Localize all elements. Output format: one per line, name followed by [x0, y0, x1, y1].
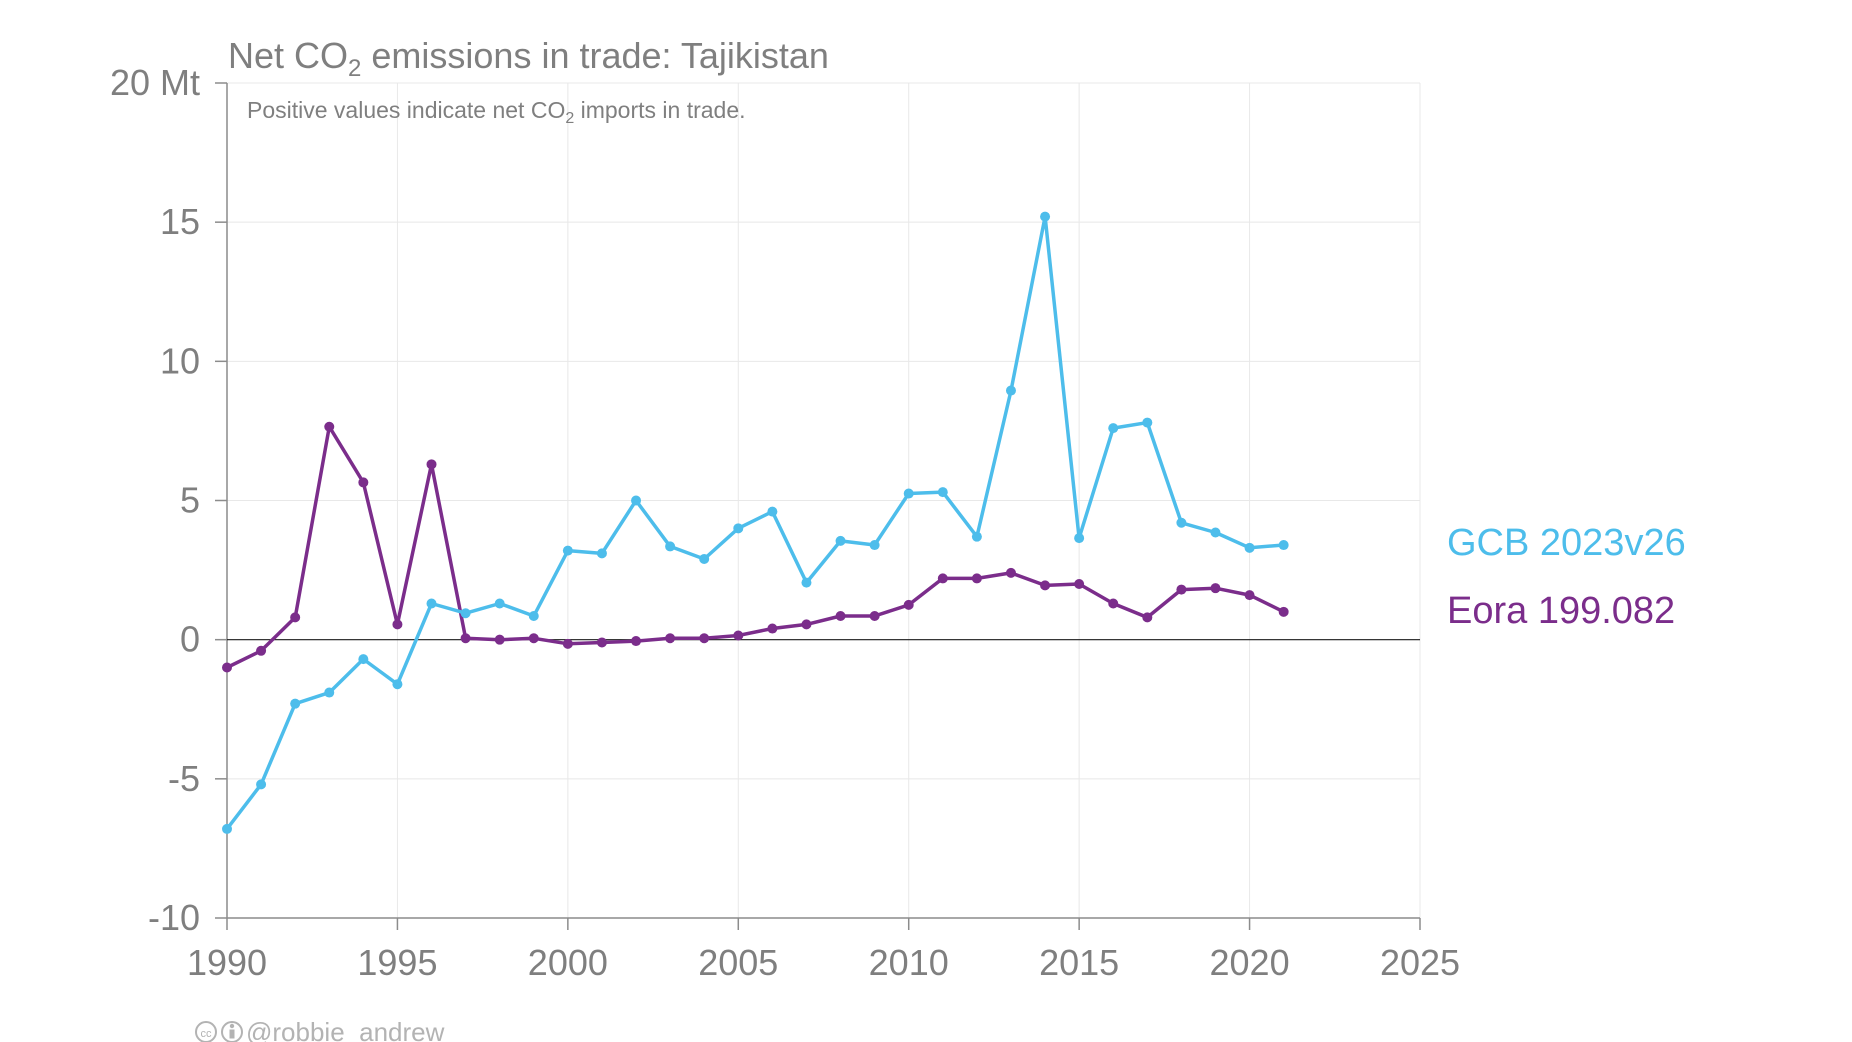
- y-tick-label: -5: [168, 758, 200, 799]
- x-tick-label: 2005: [698, 942, 778, 983]
- data-point: [1210, 583, 1221, 594]
- data-point: [528, 611, 539, 622]
- chart-subtitle: Positive values indicate net CO2 imports…: [247, 97, 746, 127]
- data-point: [903, 488, 914, 499]
- x-tick-label: 2015: [1039, 942, 1119, 983]
- data-point: [665, 541, 676, 552]
- credit-handle: @robbie_andrew: [246, 1017, 445, 1042]
- data-point: [631, 636, 642, 647]
- data-point: [222, 662, 232, 673]
- data-point: [733, 523, 744, 534]
- data-point: [665, 633, 676, 644]
- data-point: [1074, 579, 1085, 589]
- grid: [227, 82, 1421, 919]
- data-point: [733, 630, 744, 641]
- data-point: [937, 573, 948, 584]
- x-tick-label: 2010: [869, 942, 949, 983]
- series-line: [225, 214, 1284, 830]
- data-point: [1244, 542, 1255, 553]
- data-point: [869, 540, 880, 551]
- data-point: [392, 679, 403, 690]
- data-point: [324, 687, 335, 698]
- data-point: [835, 535, 846, 546]
- series-line: [226, 424, 1285, 670]
- data-point: [1176, 584, 1187, 595]
- data-point: [1176, 517, 1187, 528]
- data-point: [494, 598, 505, 609]
- data-point: [494, 634, 505, 645]
- data-point: [596, 548, 607, 559]
- x-tick-label: 1990: [187, 942, 267, 983]
- data-point: [801, 577, 812, 588]
- data-point: [290, 698, 301, 709]
- legend-label: Eora 199.082: [1447, 590, 1675, 632]
- x-tick-label: 1995: [357, 942, 437, 983]
- data-point: [1040, 211, 1051, 222]
- data-point: [1244, 590, 1255, 601]
- cc-icon: cc: [195, 1021, 217, 1042]
- data-point: [1040, 580, 1051, 591]
- data-point: [903, 599, 914, 610]
- credit: cc @robbie_andrew: [195, 1017, 445, 1042]
- series-gcb-2023v26: [222, 211, 1289, 834]
- attribution-icon: [221, 1021, 243, 1042]
- legend: GCB 2023v26 Eora 199.082: [1447, 522, 1686, 632]
- data-point: [767, 623, 778, 634]
- data-point: [767, 506, 778, 517]
- data-point: [1210, 527, 1221, 538]
- data-point: [358, 477, 369, 488]
- data-point: [460, 633, 471, 644]
- data-point: [256, 779, 267, 790]
- series-layer: [222, 211, 1289, 834]
- data-point: [971, 573, 982, 584]
- svg-text:cc: cc: [201, 1028, 213, 1040]
- data-point: [222, 823, 232, 834]
- data-point: [426, 459, 437, 470]
- data-point: [562, 638, 573, 649]
- data-point: [358, 654, 369, 665]
- x-tick-label: 2020: [1210, 942, 1290, 983]
- data-point: [937, 487, 948, 498]
- x-ticks: 1990 1995 2000 2005 2010 2015 2020 2025: [187, 918, 1460, 983]
- data-point: [631, 495, 642, 506]
- y-tick-label: -10: [148, 897, 200, 938]
- chart-title: Net CO2 emissions in trade: Tajikistan: [228, 35, 829, 82]
- data-point: [1074, 533, 1085, 544]
- x-tick-label: 2025: [1380, 942, 1460, 983]
- data-point: [835, 611, 846, 622]
- data-point: [256, 645, 267, 656]
- data-point: [869, 611, 880, 622]
- data-point: [699, 633, 710, 644]
- data-point: [1005, 385, 1016, 396]
- data-point: [528, 633, 539, 644]
- y-tick-label: 15: [160, 201, 200, 242]
- data-point: [324, 421, 335, 432]
- data-point: [1005, 567, 1016, 578]
- data-point: [460, 608, 471, 619]
- data-point: [1278, 540, 1289, 551]
- data-point: [1108, 598, 1119, 609]
- data-point: [971, 531, 982, 542]
- data-point: [1142, 417, 1153, 428]
- y-tick-label: 20 Mt: [110, 62, 200, 103]
- y-tick-label: 0: [180, 619, 200, 660]
- data-point: [1108, 423, 1119, 434]
- data-point: [801, 619, 812, 630]
- data-point: [426, 598, 437, 609]
- data-point: [699, 553, 710, 564]
- y-tick-label: 10: [160, 340, 200, 381]
- y-tick-label: 5: [180, 480, 200, 521]
- series-eora-199-082: [222, 421, 1289, 673]
- data-point: [392, 619, 403, 630]
- y-ticks: 20 Mt 15 10 5 0 -5 -10: [110, 62, 227, 938]
- data-point: [1142, 612, 1153, 623]
- data-point: [290, 612, 301, 623]
- data-point: [562, 545, 573, 556]
- data-point: [596, 637, 607, 648]
- x-tick-label: 2000: [528, 942, 608, 983]
- data-point: [1278, 606, 1289, 617]
- legend-label: GCB 2023v26: [1447, 522, 1686, 564]
